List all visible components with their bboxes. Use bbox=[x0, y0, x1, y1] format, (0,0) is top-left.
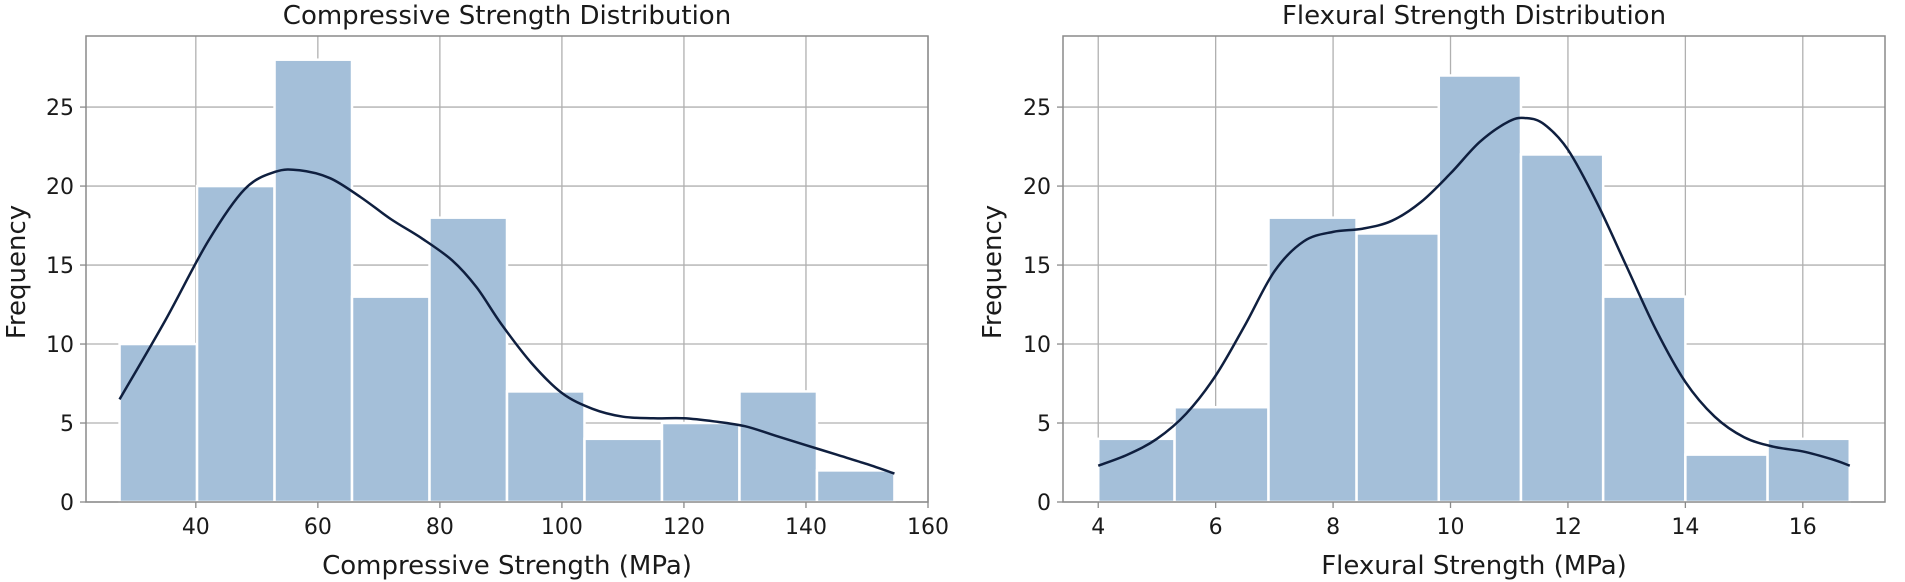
y-tick-label: 5 bbox=[60, 412, 74, 437]
histogram-bar bbox=[428, 216, 509, 504]
plot-frame bbox=[1062, 35, 1886, 503]
y-axis-ticks: 0 5 10 15 20 25 bbox=[46, 96, 86, 516]
x-tick-label: 6 bbox=[1209, 515, 1223, 540]
chart-title: Flexural Strength Distribution bbox=[1282, 1, 1666, 31]
histogram-bar bbox=[1684, 453, 1769, 504]
y-tick-label: 10 bbox=[46, 333, 74, 358]
x-tick-label: 100 bbox=[541, 515, 583, 540]
histogram-bar bbox=[1173, 405, 1270, 504]
x-axis-label: Flexural Strength (MPa) bbox=[1321, 551, 1627, 581]
histogram-bar bbox=[1519, 153, 1605, 504]
x-tick-label: 8 bbox=[1326, 515, 1340, 540]
histogram-bars bbox=[1096, 74, 1852, 504]
histogram-bar bbox=[505, 390, 586, 504]
x-tick-label: 12 bbox=[1554, 515, 1582, 540]
histogram-bar bbox=[1437, 74, 1523, 504]
x-tick-label: 120 bbox=[663, 515, 705, 540]
y-tick-label: 25 bbox=[1023, 96, 1051, 121]
plot-frame bbox=[85, 35, 929, 503]
histogram-bar bbox=[273, 58, 354, 504]
x-tick-label: 14 bbox=[1671, 515, 1699, 540]
y-axis-label: Frequency bbox=[2, 205, 32, 339]
chart-title: Compressive Strength Distribution bbox=[283, 1, 731, 31]
histogram-bar bbox=[1355, 232, 1441, 504]
x-tick-label: 160 bbox=[907, 515, 949, 540]
y-tick-label: 20 bbox=[1023, 175, 1051, 200]
x-tick-label: 40 bbox=[182, 515, 210, 540]
histogram-bar bbox=[583, 437, 664, 504]
kde-curve bbox=[1097, 116, 1851, 467]
x-axis-label: Compressive Strength (MPa) bbox=[322, 551, 692, 581]
x-axis-ticks: 40 60 80 100 120 140 160 bbox=[182, 502, 949, 540]
x-tick-label: 60 bbox=[304, 515, 332, 540]
x-tick-label: 80 bbox=[426, 515, 454, 540]
y-axis-ticks: 0 5 10 15 20 25 bbox=[1023, 96, 1063, 516]
histogram-bar bbox=[1267, 216, 1358, 504]
x-tick-label: 140 bbox=[785, 515, 827, 540]
y-tick-label: 5 bbox=[1037, 412, 1051, 437]
x-tick-label: 4 bbox=[1091, 515, 1105, 540]
histogram-bar bbox=[660, 421, 741, 504]
y-tick-label: 0 bbox=[60, 491, 74, 516]
kde-curve bbox=[118, 168, 895, 475]
y-tick-label: 0 bbox=[1037, 491, 1051, 516]
histogram-bar bbox=[738, 390, 819, 504]
histogram-bar bbox=[1601, 295, 1687, 504]
y-axis-label: Frequency bbox=[978, 205, 1008, 339]
histogram-bar bbox=[350, 295, 431, 504]
histogram-bar bbox=[815, 469, 896, 504]
x-tick-label: 10 bbox=[1437, 515, 1465, 540]
y-tick-label: 10 bbox=[1023, 333, 1051, 358]
x-tick-label: 16 bbox=[1789, 515, 1817, 540]
histogram-bar bbox=[1096, 437, 1176, 504]
y-tick-label: 25 bbox=[46, 96, 74, 121]
y-tick-label: 20 bbox=[46, 175, 74, 200]
y-tick-label: 15 bbox=[1023, 254, 1051, 279]
x-axis-ticks: 4 6 8 10 12 14 16 bbox=[1091, 502, 1817, 540]
histogram-bar bbox=[195, 184, 276, 504]
flexural-strength-panel: Flexural Strength Distribution Flexural … bbox=[978, 1, 1886, 581]
compressive-strength-panel: Compressive Strength Distribution Compre… bbox=[2, 1, 949, 581]
y-tick-label: 15 bbox=[46, 254, 74, 279]
histogram-bar bbox=[118, 342, 199, 504]
